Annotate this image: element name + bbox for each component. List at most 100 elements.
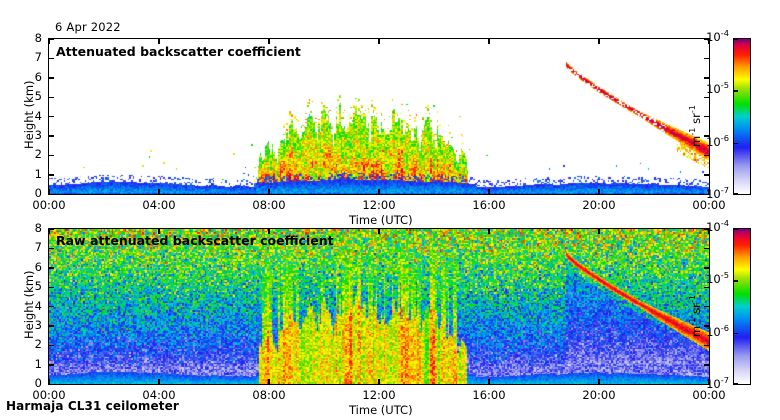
x-axis-tick-label: 16:00 [472,388,506,402]
x-axis-tick [708,379,710,384]
x-axis-tick [488,39,490,44]
y-axis-tick [49,344,54,347]
y-axis-tick [49,96,54,99]
y-axis-tick-label: 2 [34,147,42,162]
y-axis-tick [704,77,709,79]
x-axis-tick [488,379,490,384]
x-axis-tick [378,379,380,384]
y-axis-tick-label: 6 [34,69,42,84]
x-axis-tick-label: 20:00 [582,198,616,212]
y-axis-tick-label: 1 [34,166,42,181]
y-axis-tick [49,154,54,157]
y-axis-tick [49,116,54,118]
colorbar-tick-label: 10-5 [706,80,729,97]
x-axis-tick [708,189,710,194]
y-axis-tick-label: 4 [34,108,42,123]
x-axis-tick [158,229,160,234]
x-axis-tick-label: 04:00 [142,198,176,212]
colorbar-tick [734,193,738,195]
y-axis-tick [704,364,709,366]
y-axis-tick [49,306,54,308]
y-axis-tick [704,267,709,269]
y-axis-tick [704,344,709,347]
plot-area[interactable] [48,38,710,195]
x-axis-tick [158,189,160,194]
y-axis-tick [49,267,54,269]
y-axis-tick-label: 8 [34,31,42,45]
colorbar-tick [734,332,738,334]
y-axis-tick [49,38,54,40]
x-axis-tick-label: 08:00 [252,388,286,402]
y-axis-tick-label: 5 [34,89,42,104]
y-axis-tick-label: 7 [34,50,42,65]
colorbar [733,228,751,385]
x-axis-tick [268,229,270,234]
y-axis-tick [704,228,709,230]
x-axis-tick [158,39,160,44]
heatmap-canvas [49,39,709,194]
colorbar-unit-label: m-1 sr-1 [687,294,703,337]
x-axis-tick [378,229,380,234]
x-axis-tick-label: 12:00 [362,388,396,402]
colorbar-tick-label: 10-5 [706,270,729,287]
y-axis-tick [49,174,54,176]
x-axis-tick-label: 16:00 [472,198,506,212]
colorbar-tick [734,142,738,144]
y-axis-tick-label: 2 [34,337,42,352]
colorbar [733,38,751,195]
colorbar-tick [734,280,738,282]
y-axis-tick [704,154,709,157]
x-axis-label: Time (UTC) [349,213,413,227]
y-axis-tick [49,57,54,60]
x-axis-tick-label: 08:00 [252,198,286,212]
colorbar-tick-label: 10-4 [706,218,729,234]
colorbar-unit-label: m-1 sr-1 [687,104,703,147]
y-axis-tick [49,228,54,230]
x-axis-tick-label: 00:00 [32,388,66,402]
y-axis-tick [704,193,709,195]
y-axis-tick-label: 3 [34,317,42,332]
y-axis-tick [704,247,709,250]
y-axis-tick [704,174,709,176]
y-axis-tick [49,77,54,79]
y-axis-tick [704,383,709,385]
y-axis-tick [49,383,54,385]
colorbar-tick [734,383,738,385]
colorbar-tick-label: 10-7 [706,375,729,391]
x-axis-tick [488,189,490,194]
y-axis-tick [704,325,709,327]
y-axis-tick-label: 1 [34,356,42,371]
colorbar-tick-label: 10-6 [706,322,729,339]
x-axis-tick-label: 12:00 [362,198,396,212]
colorbar-tick-label: 10-4 [706,28,729,44]
x-axis-tick [598,39,600,44]
y-axis-tick [49,364,54,366]
y-axis-tick-label: 5 [34,279,42,294]
x-axis-tick [598,379,600,384]
y-axis-tick [49,193,54,195]
x-axis-tick-label: 00:00 [692,198,726,212]
y-axis-tick [704,38,709,40]
y-axis-tick [49,325,54,327]
x-axis-label: Time (UTC) [349,403,413,417]
y-axis-tick [704,286,709,289]
x-axis-tick-label: 04:00 [142,388,176,402]
x-axis-tick [48,39,50,44]
y-axis-tick-label: 6 [34,259,42,274]
y-axis-tick [704,116,709,118]
x-axis-tick [158,379,160,384]
x-axis-tick [268,39,270,44]
y-axis-tick [704,306,709,308]
colorbar-tick [734,39,738,41]
x-axis-tick [48,229,50,234]
y-axis-tick-label: 0 [34,376,42,390]
x-axis-tick [378,39,380,44]
plot-area[interactable] [48,228,710,385]
x-axis-tick [268,379,270,384]
y-axis-tick-label: 7 [34,240,42,255]
y-axis-tick [704,135,709,137]
y-axis-label: Height (km) [22,79,36,149]
y-axis-label: Height (km) [22,269,36,339]
y-axis-tick [704,57,709,60]
y-axis-tick-label: 3 [34,127,42,142]
